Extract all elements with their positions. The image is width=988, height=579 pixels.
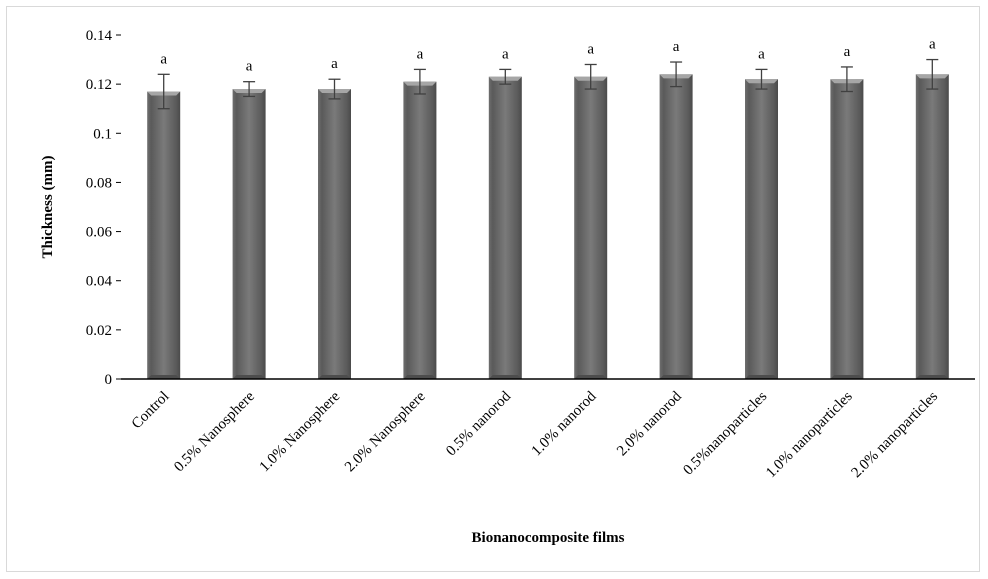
significance-label: a [502,46,509,62]
bar-bottom-bevel [403,375,437,379]
x-category-label: 2.0% Nanosphere [342,388,429,475]
significance-label: a [246,59,253,75]
y-axis-title: Thickness (mm) [40,156,56,259]
significance-label: a [587,41,594,57]
error-bars [157,58,939,110]
bar [574,76,608,380]
bar [318,89,351,380]
x-axis-title: Bionanocomposite films [472,530,625,546]
y-axis-ticks: 0 0.02 0.04 0.06 0.08 0.1 0.12 0.14 [86,28,121,388]
bar [659,74,693,380]
x-category-label: 2.0% nanoparticles [849,388,942,481]
x-category-label: 1.0% nanorod [529,388,600,459]
x-category-label: 0.5%nanoparticles [680,388,770,478]
significance-label: a [929,37,936,53]
x-category-label: 1.0% Nanosphere [257,388,344,475]
y-tick-label: 0.04 [86,274,113,290]
significance-label: a [331,56,338,72]
x-category-label: 2.0% nanorod [614,388,685,459]
bar [915,74,949,380]
bar-bottom-bevel [318,375,351,379]
x-category-label: 0.5% Nanosphere [171,388,258,475]
significance-label: a [417,46,424,62]
x-category-label: 1.0% nanoparticles [763,388,856,481]
bar-bottom-bevel [574,375,608,379]
bar [403,81,437,379]
bar [745,79,778,379]
significance-label: a [160,51,167,67]
significance-labels: a a a a a a a a a a [160,37,936,75]
bar [488,76,522,380]
x-category-label: Control [129,389,173,433]
y-tick-label: 0.1 [93,126,112,142]
bar [232,89,266,380]
y-tick-label: 0 [105,372,113,388]
bar [147,91,181,379]
significance-label: a [844,44,851,60]
y-tick-label: 0.14 [86,28,113,44]
bar-bottom-bevel [830,375,864,379]
y-tick-label: 0.02 [86,323,112,339]
bar-bottom-bevel [488,375,522,379]
y-tick-label: 0.06 [86,225,113,241]
bar-bottom-bevel [745,375,778,379]
bar-bottom-bevel [659,375,693,379]
significance-label: a [758,46,765,62]
bars [147,74,949,380]
bar [830,79,864,379]
bar-bottom-bevel [915,375,949,379]
bar-bottom-bevel [147,375,181,379]
significance-label: a [673,39,680,55]
bar-bottom-bevel [232,375,266,379]
y-tick-label: 0.12 [86,77,112,93]
x-category-label: 0.5% nanorod [443,388,514,459]
y-tick-label: 0.08 [86,175,112,191]
